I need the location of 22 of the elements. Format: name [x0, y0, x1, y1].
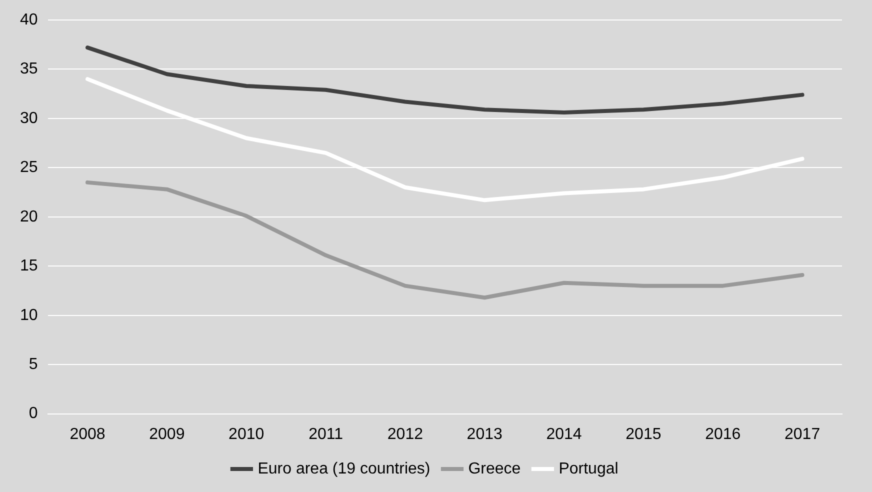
y-tick-label: 25 [20, 159, 38, 176]
y-tick-label: 20 [20, 208, 38, 226]
x-tick-label: 2009 [149, 426, 185, 443]
y-tick-label: 35 [20, 60, 38, 78]
y-tick-label: 0 [28, 405, 38, 422]
x-tick-label: 2014 [546, 426, 582, 443]
x-tick-label: 2013 [466, 426, 503, 443]
y-tick-label: 5 [28, 356, 38, 373]
x-tick-label: 2015 [626, 426, 662, 443]
x-tick-label: 2010 [228, 426, 264, 443]
x-tick-label: 2008 [70, 426, 106, 443]
x-tick-label: 2016 [705, 426, 741, 443]
y-tick-label: 30 [20, 110, 38, 127]
legend-label: Euro area (19 countries) [258, 460, 430, 478]
x-tick-label: 2012 [387, 426, 424, 443]
legend-label: Portugal [558, 460, 618, 478]
y-tick-label: 10 [20, 306, 38, 324]
y-tick-label: 40 [20, 11, 38, 28]
legend-label: Greece [468, 460, 521, 478]
x-tick-label: 2017 [784, 426, 820, 443]
y-tick-label: 15 [20, 258, 38, 275]
x-tick-label: 2011 [308, 426, 344, 443]
